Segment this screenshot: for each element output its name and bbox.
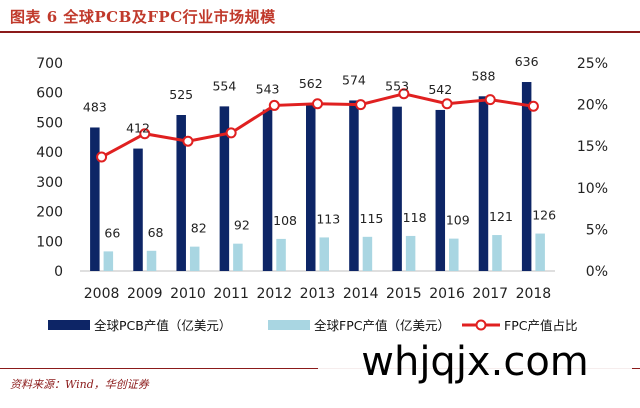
- pcb-bar: [349, 100, 359, 271]
- pcb-value-label: 483: [83, 99, 107, 114]
- pcb-bar: [90, 127, 100, 271]
- x-axis: 2008 2009 2010 2011 2012 2013 2014 2015 2016 2017…: [84, 286, 551, 302]
- data-labels-layer: 483 66 412 68 525 82 554 92 543 108 562 113 574 115 55…: [83, 54, 556, 240]
- y-left-tick-label: 100: [36, 234, 63, 250]
- x-tick-label: 2008: [84, 286, 120, 302]
- y-left-tick-label: 400: [36, 145, 63, 161]
- fpc-value-label: 108: [273, 213, 297, 228]
- fpc-share-point: [398, 88, 410, 100]
- fpc-value-label: 92: [234, 218, 250, 233]
- y-left-tick-label: 600: [36, 86, 63, 102]
- fpc-value-label: 113: [316, 211, 340, 226]
- fpc-value-label: 109: [446, 213, 470, 228]
- legend-label-fpc: 全球FPC产值（亿美元）: [314, 318, 450, 333]
- fpc-share-point: [139, 128, 151, 140]
- y-axis-right: 0% 5% 10% 15% 20% 25%: [577, 56, 608, 280]
- fpc-value-label: 115: [360, 211, 384, 226]
- fpc-value-label: 82: [191, 221, 207, 236]
- y-right-tick-label: 15%: [577, 139, 608, 155]
- fpc-share-point: [312, 98, 323, 110]
- pcb-bar: [219, 106, 230, 271]
- fpc-share-point: [484, 94, 496, 106]
- pcb-bar: [306, 104, 316, 272]
- pcb-value-label: 562: [299, 76, 323, 91]
- fpc-value-label: 118: [403, 210, 427, 225]
- fpc-share-point: [96, 151, 108, 163]
- y-right-tick-label: 5%: [586, 222, 608, 238]
- legend-label-ratio: FPC产值占比: [504, 318, 577, 333]
- fpc-bar: [449, 238, 459, 271]
- pcb-value-label: 574: [342, 72, 366, 87]
- x-tick-label: 2011: [213, 286, 249, 302]
- fpc-bar: [146, 250, 157, 271]
- x-tick-label: 2012: [256, 286, 292, 302]
- fpc-value-label: 68: [148, 225, 164, 240]
- pcb-value-label: 525: [169, 87, 193, 102]
- pcb-value-label: 588: [472, 68, 496, 83]
- pcb-bar: [133, 148, 143, 271]
- ratio-line-layer: [96, 88, 539, 163]
- x-tick-label: 2015: [386, 286, 422, 302]
- y-left-tick-label: 500: [36, 115, 63, 131]
- x-tick-label: 2017: [472, 286, 508, 302]
- pcb-value-label: 412: [126, 121, 150, 136]
- y-left-tick-label: 700: [36, 56, 63, 72]
- fpc-bar: [276, 238, 286, 271]
- x-tick-label: 2014: [343, 286, 379, 302]
- legend-swatch-fpc: [268, 320, 310, 330]
- pcb-value-label: 543: [256, 82, 280, 97]
- chart-title: 图表 6 全球PCB及FPC行业市场规模: [10, 8, 276, 26]
- pcb-bar: [435, 109, 446, 271]
- pcb-value-label: 636: [515, 54, 539, 69]
- fpc-value-label: 126: [532, 208, 556, 223]
- x-tick-label: 2009: [127, 286, 163, 302]
- fpc-share-point: [182, 135, 194, 147]
- pcb-bar: [478, 96, 489, 271]
- fpc-share-point: [441, 98, 453, 110]
- x-tick-label: 2016: [429, 286, 465, 302]
- fpc-value-label: 66: [104, 225, 120, 240]
- bars-layer: [90, 82, 545, 272]
- fpc-share-point: [527, 100, 539, 112]
- fpc-bar: [103, 251, 114, 271]
- fpc-bar: [362, 236, 373, 271]
- pcb-bar: [392, 106, 402, 272]
- source-note: 资料来源：Wind，华创证券: [10, 378, 149, 391]
- title-divider: [0, 31, 640, 33]
- y-right-tick-label: 25%: [577, 56, 608, 72]
- legend-swatch-ratio-marker: [475, 319, 487, 331]
- legend-label-pcb: 全球PCB产值（亿美元）: [94, 318, 231, 333]
- x-tick-label: 2010: [170, 286, 206, 302]
- fpc-share-point: [268, 99, 280, 111]
- y-right-tick-label: 10%: [577, 181, 608, 197]
- y-axis-left: 0 100 200 300 400 500 600 700: [36, 56, 63, 280]
- fpc-bar: [535, 233, 545, 271]
- y-left-tick-label: 200: [36, 205, 63, 221]
- watermark: whjqjx.com: [318, 333, 632, 391]
- fpc-share-point: [355, 99, 367, 111]
- y-right-tick-label: 0%: [586, 264, 608, 280]
- y-left-tick-label: 0: [54, 264, 63, 280]
- pcb-value-label: 542: [428, 82, 452, 97]
- pcb-bar: [262, 109, 273, 271]
- fpc-bar: [233, 243, 243, 271]
- x-tick-label: 2013: [300, 286, 336, 302]
- fpc-bar: [319, 237, 329, 271]
- pcb-bar: [176, 115, 186, 271]
- fpc-bar: [189, 246, 200, 271]
- pcb-bar: [521, 82, 532, 271]
- fpc-bar: [405, 235, 416, 271]
- legend: 全球PCB产值（亿美元） 全球FPC产值（亿美元） FPC产值占比: [48, 318, 577, 333]
- y-right-tick-label: 20%: [577, 98, 608, 114]
- pcb-value-label: 554: [212, 78, 236, 93]
- legend-swatch-pcb: [48, 320, 90, 330]
- y-left-tick-label: 300: [36, 175, 63, 191]
- x-tick-label: 2018: [516, 286, 552, 302]
- fpc-share-point: [225, 127, 237, 139]
- fpc-bar: [492, 235, 502, 271]
- fpc-value-label: 121: [489, 209, 513, 224]
- pcb-value-label: 553: [385, 79, 409, 94]
